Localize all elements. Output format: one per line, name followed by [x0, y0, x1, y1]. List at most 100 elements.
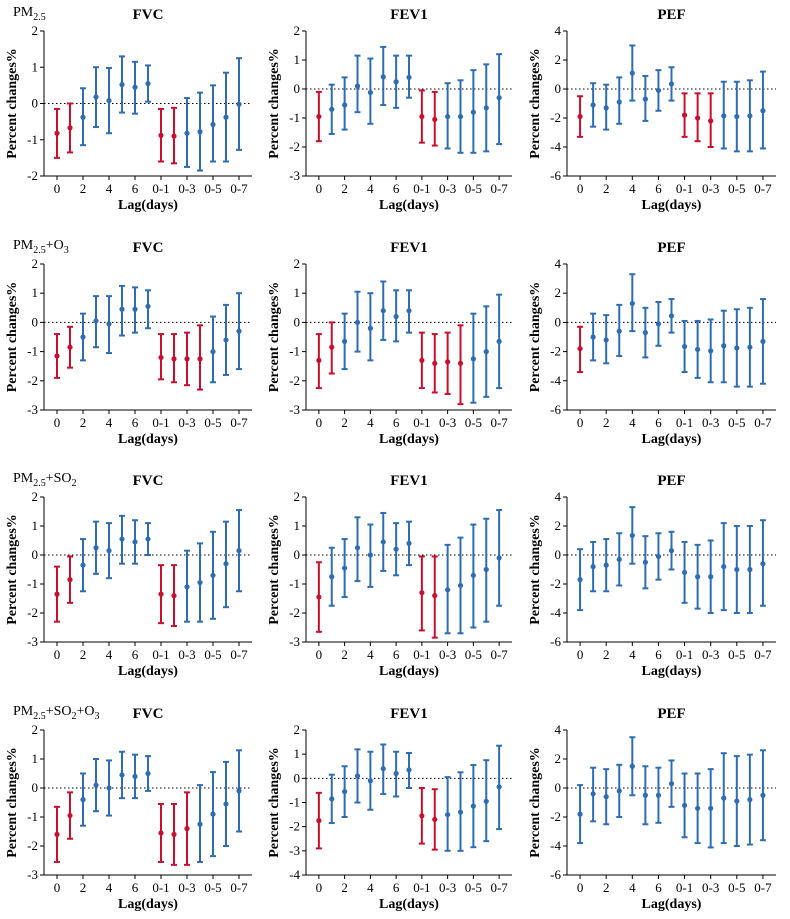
y-tick-label: -1: [27, 809, 38, 824]
panel-title: FVC: [133, 473, 164, 489]
y-tick-label: 4: [555, 256, 562, 271]
estimate-mark: [67, 555, 73, 604]
point-estimate: [171, 831, 177, 838]
x-tick-label: 4: [106, 880, 113, 895]
point-estimate: [432, 593, 438, 599]
y-axis-label: Percent changes%: [5, 48, 20, 159]
y-tick-label: 0: [555, 780, 562, 795]
estimate-mark: [119, 750, 125, 800]
point-estimate: [616, 99, 622, 105]
estimate-mark: [759, 749, 766, 842]
x-tick-label: 2: [603, 415, 610, 430]
x-axis-label: Lag(days): [642, 664, 702, 679]
point-estimate: [577, 346, 583, 352]
point-estimate: [236, 101, 242, 107]
estimate-mark: [746, 753, 753, 846]
estimate-mark: [367, 292, 374, 362]
point-estimate: [406, 74, 412, 80]
estimate-mark: [223, 71, 229, 163]
estimate-mark: [457, 324, 464, 406]
estimate-mark: [106, 66, 112, 135]
point-estimate: [419, 357, 425, 363]
x-tick-label: 4: [629, 181, 636, 196]
estimate-mark: [720, 522, 727, 612]
point-estimate: [329, 796, 335, 802]
estimate-mark: [681, 319, 688, 374]
point-estimate: [642, 792, 648, 798]
estimate-mark: [590, 312, 597, 362]
panel-title: PEF: [657, 7, 685, 23]
panel-fvc: FVC -2 -1 0 1 2 0 2 4 6 0-1 0-3 0-5 0-7 Lag(days) Perce…: [5, 7, 252, 213]
panel-title: PEF: [657, 473, 685, 489]
x-tick-label: 0-5: [204, 647, 221, 662]
y-tick-label: 2: [555, 751, 562, 766]
point-estimate: [457, 360, 464, 366]
y-tick-label: 0: [32, 96, 39, 111]
point-estimate: [158, 591, 164, 597]
y-tick-label: -2: [550, 110, 561, 125]
x-tick-label: 6: [655, 880, 662, 895]
y-tick-label: 2: [294, 489, 301, 504]
row-label: PM2.5+O3: [13, 238, 69, 256]
point-estimate: [342, 565, 348, 571]
estimate-mark: [210, 530, 216, 620]
y-tick-label: -2: [289, 605, 300, 620]
estimate-mark: [184, 549, 190, 623]
y-tick-label: -6: [550, 867, 561, 882]
estimate-mark: [720, 80, 727, 150]
y-tick-label: 2: [555, 518, 562, 533]
point-estimate: [681, 569, 688, 576]
estimate-mark: [236, 57, 242, 151]
estimate-mark: [431, 333, 438, 394]
point-estimate: [470, 356, 476, 362]
x-tick-label: 4: [629, 415, 636, 430]
point-estimate: [329, 574, 335, 580]
point-estimate: [721, 795, 727, 801]
x-tick-label: 6: [655, 647, 662, 662]
point-estimate: [223, 337, 229, 343]
point-estimate: [603, 337, 609, 343]
estimate-mark: [184, 97, 190, 168]
estimate-mark: [733, 80, 740, 153]
x-tick-label: 6: [655, 415, 662, 430]
x-tick-label: 2: [80, 415, 87, 430]
estimate-mark: [328, 321, 335, 375]
x-axis-label: Lag(days): [118, 198, 178, 213]
estimate-mark: [80, 87, 86, 147]
x-tick-label: 6: [655, 181, 662, 196]
x-tick-label: 6: [393, 647, 400, 662]
point-estimate: [119, 536, 125, 542]
x-tick-label: 0-3: [702, 415, 719, 430]
y-axis-label: Percent changes%: [267, 282, 282, 393]
estimate-mark: [642, 74, 649, 122]
y-axis-label: Percent changes%: [267, 48, 282, 159]
point-estimate: [329, 344, 335, 350]
x-tick-label: 4: [106, 181, 113, 196]
y-tick-label: -6: [550, 402, 561, 417]
y-tick-label: 0: [294, 547, 301, 562]
estimate-mark: [707, 92, 714, 148]
x-tick-label: 0: [577, 647, 584, 662]
point-estimate: [197, 579, 203, 586]
estimate-mark: [93, 295, 99, 349]
estimate-mark: [629, 736, 636, 797]
estimate-mark: [418, 555, 425, 632]
y-tick-label: 2: [555, 52, 562, 67]
estimate-mark: [184, 791, 190, 866]
point-estimate: [668, 313, 675, 319]
point-estimate: [197, 821, 203, 827]
x-tick-label: 0-3: [439, 415, 456, 430]
panel-title: FVC: [133, 7, 164, 23]
estimate-mark: [746, 525, 753, 614]
point-estimate: [210, 572, 216, 578]
estimate-mark: [681, 772, 688, 839]
estimate-mark: [590, 82, 597, 128]
x-tick-label: 0-1: [413, 415, 430, 430]
point-estimate: [603, 105, 609, 111]
estimate-mark: [444, 82, 451, 150]
estimate-mark: [418, 89, 425, 144]
point-estimate: [184, 826, 190, 832]
estimate-mark: [590, 540, 597, 593]
estimate-mark: [733, 308, 740, 388]
estimate-mark: [393, 54, 400, 109]
